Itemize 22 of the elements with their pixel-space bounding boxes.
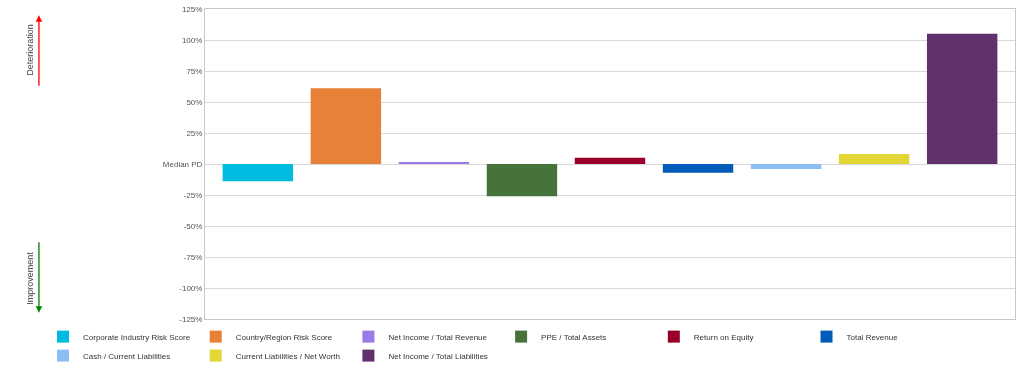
legend-label: Corporate Industry Risk Score	[83, 332, 191, 342]
y-tick-label: Median PD	[162, 159, 203, 169]
legend-label: Cash / Current Liabilities	[83, 351, 171, 361]
y-tick-label: 25%	[186, 128, 203, 138]
legend-label: Net Income / Total Liabilities	[388, 351, 488, 361]
y-tick-label: 100%	[181, 35, 203, 45]
y-tick-label: 50%	[186, 97, 203, 107]
text: Improvement	[24, 251, 35, 305]
legend-label: PPE / Total Assets	[541, 332, 607, 342]
legend-label: Country/Region Risk Score	[235, 332, 333, 342]
y-tick-label: 125%	[181, 4, 203, 14]
y-tick-label: -75%	[183, 252, 203, 262]
y-tick-label: 75%	[186, 66, 203, 76]
y-tick-label: -100%	[179, 283, 203, 293]
legend-label: Return on Equity	[693, 332, 754, 342]
legend-label: Current Liabilities / Net Worth	[235, 351, 341, 361]
y-tick-label: -25%	[183, 190, 203, 200]
y-tick-label: -125%	[179, 314, 203, 324]
y-tick-label: -50%	[183, 221, 203, 231]
text: Deterioration	[24, 24, 35, 76]
legend-label: Net Income / Total Revenue	[388, 332, 488, 342]
legend-label: Total Revenue	[846, 332, 899, 342]
